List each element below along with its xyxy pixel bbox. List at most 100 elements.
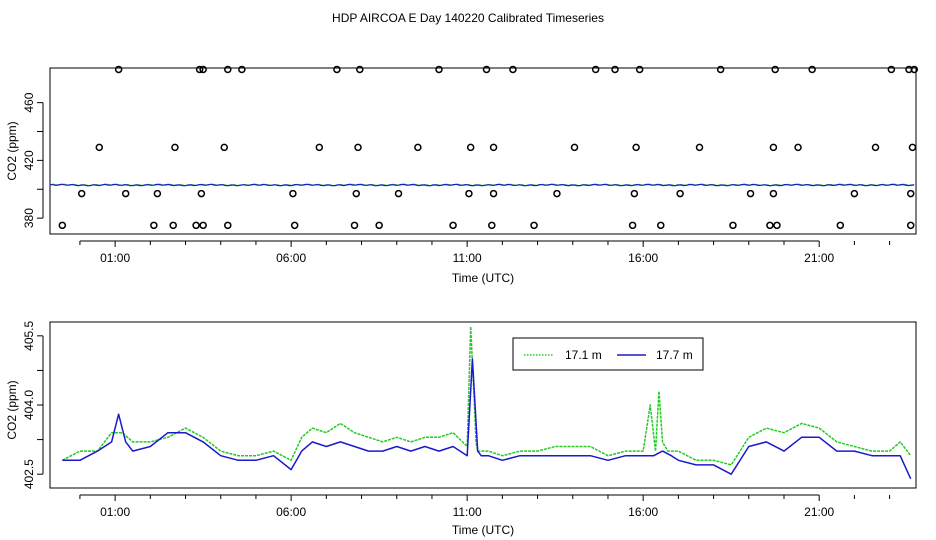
calibration-marker (611, 65, 619, 74)
calibration-marker (195, 65, 204, 74)
top-series-blue-line (49, 183, 915, 187)
calibration-marker (766, 221, 774, 230)
calibration-marker (553, 189, 561, 198)
bottom-plot-frame (49, 321, 917, 489)
figure-title: HDP AIRCOA E Day 140220 Calibrated Times… (332, 11, 604, 25)
top-y-axis: 380 420 460 (22, 92, 44, 228)
calibration-marker (628, 221, 637, 230)
series-line-17-7m (62, 358, 912, 480)
calibration-marker (769, 143, 778, 152)
calibration-marker (910, 65, 918, 74)
legend-label-17-1m: 17.1 m (565, 348, 602, 362)
calibration-marker (95, 143, 104, 152)
calibration-marker (794, 143, 802, 152)
bottom-y-tick-label: 404.0 (22, 390, 36, 420)
calibration-marker (808, 65, 816, 74)
calibration-marker (153, 189, 162, 198)
calibration-marker (290, 221, 299, 230)
calibration-marker (771, 65, 779, 74)
bottom-x-axis-label: Time (UTC) (452, 523, 514, 537)
calibration-marker (414, 143, 422, 152)
bottom-panel: 402.5 404.0 405.5 01:00 06:00 11:00 16:00 21:0… (5, 320, 917, 537)
calibration-marker (530, 221, 538, 230)
top-plot-frame (49, 67, 917, 235)
calibration-marker (224, 221, 232, 230)
calibration-marker (769, 189, 778, 198)
bottom-x-tick-label: 16:00 (628, 505, 658, 519)
bottom-x-tick-label: 11:00 (453, 505, 482, 519)
bottom-series-lines (61, 325, 912, 480)
top-x-axis-label: Time (UTC) (452, 271, 514, 285)
calibration-marker (352, 189, 361, 198)
top-y-axis-label: CO2 (ppm) (5, 121, 19, 180)
calibration-marker (908, 143, 917, 152)
calibration-marker (224, 65, 232, 74)
calibration-marker (199, 65, 207, 74)
calibration-marker (465, 189, 473, 198)
bottom-x-axis: 01:00 06:00 11:00 16:00 21:00 (79, 494, 891, 519)
calibration-marker (171, 143, 179, 152)
calibration-marker (871, 143, 880, 152)
calibration-marker (632, 143, 640, 152)
calibration-marker (591, 65, 600, 74)
calibration-marker (197, 189, 206, 198)
calibration-marker (482, 65, 491, 74)
calibration-marker (657, 221, 665, 230)
bottom-y-tick-label: 402.5 (22, 459, 36, 489)
top-x-tick-label: 21:00 (804, 251, 834, 265)
calibration-marker (375, 221, 383, 230)
bottom-y-axis: 402.5 404.0 405.5 (22, 320, 44, 489)
calibration-marker (192, 221, 200, 230)
calibration-marker (676, 189, 684, 198)
legend: 17.1 m 17.7 m (512, 337, 704, 371)
calibration-marker (356, 65, 364, 74)
top-x-tick-label: 01:00 (100, 251, 130, 265)
calibration-marker (906, 189, 915, 198)
calibration-marker (630, 189, 639, 198)
calibration-marker (333, 65, 341, 74)
calibration-marker (238, 65, 246, 74)
calibration-marker (729, 221, 737, 230)
calibration-marker (773, 221, 781, 230)
calibration-marker (169, 221, 177, 230)
calibration-marker (350, 221, 359, 230)
top-x-tick-label: 16:00 (628, 251, 658, 265)
calibration-marker (315, 143, 324, 152)
calibration-marker (716, 65, 725, 74)
bottom-y-axis-label: CO2 (ppm) (5, 380, 19, 439)
bottom-x-tick-label: 21:00 (804, 505, 834, 519)
bottom-y-tick-label: 405.5 (22, 320, 36, 350)
calibration-marker (509, 65, 517, 74)
series-line-17-1m (61, 325, 912, 466)
top-y-tick-label: 380 (22, 208, 36, 228)
calibration-marker (906, 221, 915, 230)
top-x-tick-label: 06:00 (276, 251, 306, 265)
calibration-marker (570, 143, 579, 152)
top-panel: 380 420 460 01:00 06:00 11:00 16:00 21:00 Time… (5, 65, 918, 285)
calibration-marker (150, 221, 158, 230)
calibration-markers (58, 65, 918, 230)
calibration-marker (354, 143, 362, 152)
calibration-marker (746, 189, 755, 198)
calibration-marker (289, 189, 297, 198)
calibration-marker (489, 189, 498, 198)
top-series-lines (49, 183, 915, 187)
top-y-tick-label: 420 (22, 150, 36, 170)
calibration-marker (449, 221, 457, 230)
bottom-x-tick-label: 06:00 (276, 505, 306, 519)
calibration-marker (488, 221, 496, 230)
calibration-marker (466, 143, 475, 152)
calibration-marker (635, 65, 644, 74)
legend-box (512, 337, 704, 371)
calibration-marker (77, 189, 86, 198)
calibration-marker (489, 143, 498, 152)
calibration-marker (114, 65, 123, 74)
legend-label-17-7m: 17.7 m (656, 348, 693, 362)
calibration-marker (836, 221, 845, 230)
top-x-axis: 01:00 06:00 11:00 16:00 21:00 (79, 240, 891, 265)
top-x-tick-label: 11:00 (453, 251, 482, 265)
calibration-marker (199, 221, 207, 230)
calibration-marker (58, 221, 67, 230)
calibration-marker (887, 65, 896, 74)
